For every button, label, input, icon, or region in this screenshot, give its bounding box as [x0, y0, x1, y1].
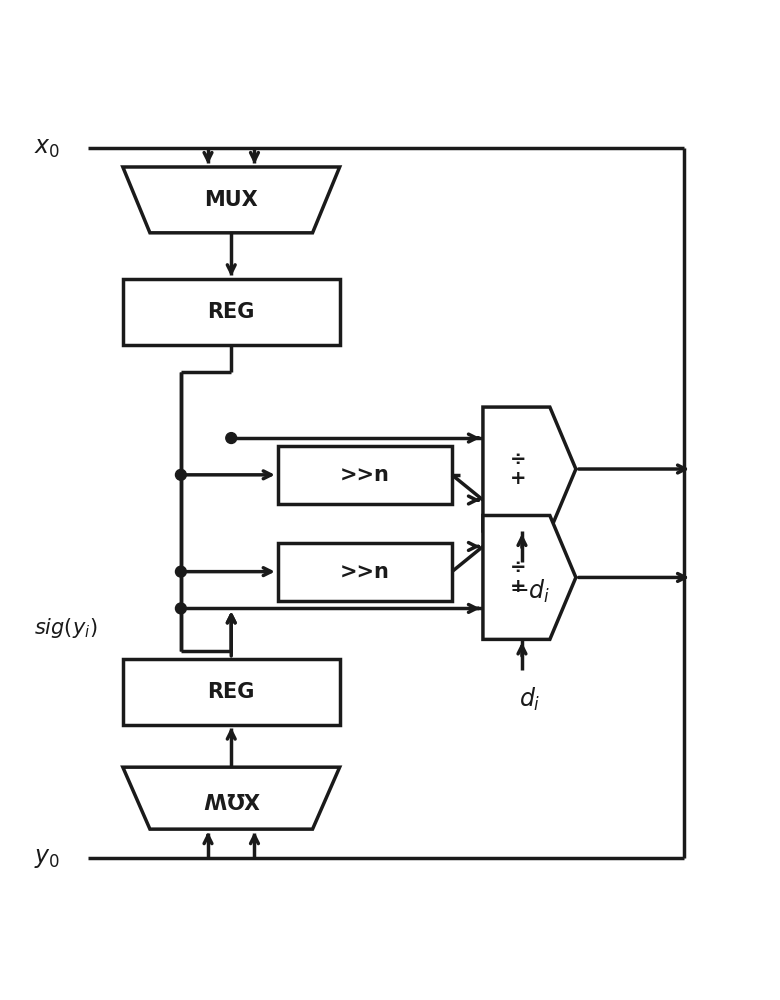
Text: ÷
+: ÷ +: [510, 450, 526, 488]
Text: REG: REG: [207, 302, 255, 322]
Text: MUX: MUX: [204, 190, 258, 210]
Bar: [278, 543, 452, 601]
Text: REG: REG: [207, 682, 255, 702]
Text: $y_0$: $y_0$: [34, 846, 60, 870]
Polygon shape: [122, 167, 339, 233]
Text: $sig(y_i)$: $sig(y_i)$: [34, 616, 98, 640]
Bar: [122, 659, 339, 725]
Polygon shape: [122, 767, 339, 829]
Circle shape: [176, 469, 186, 480]
Bar: [278, 446, 452, 504]
Text: XΩW: XΩW: [203, 788, 260, 808]
Polygon shape: [483, 515, 576, 639]
Bar: [122, 279, 339, 345]
Polygon shape: [483, 407, 576, 531]
Circle shape: [176, 603, 186, 614]
Text: $d_i$: $d_i$: [519, 686, 541, 713]
Circle shape: [226, 433, 236, 443]
Text: >>n: >>n: [340, 465, 390, 485]
Text: >>n: >>n: [340, 562, 390, 582]
Circle shape: [176, 566, 186, 577]
Text: ÷
+: ÷ +: [510, 558, 526, 596]
Text: $x_0$: $x_0$: [34, 136, 60, 160]
Text: $-d_i$: $-d_i$: [509, 577, 551, 605]
